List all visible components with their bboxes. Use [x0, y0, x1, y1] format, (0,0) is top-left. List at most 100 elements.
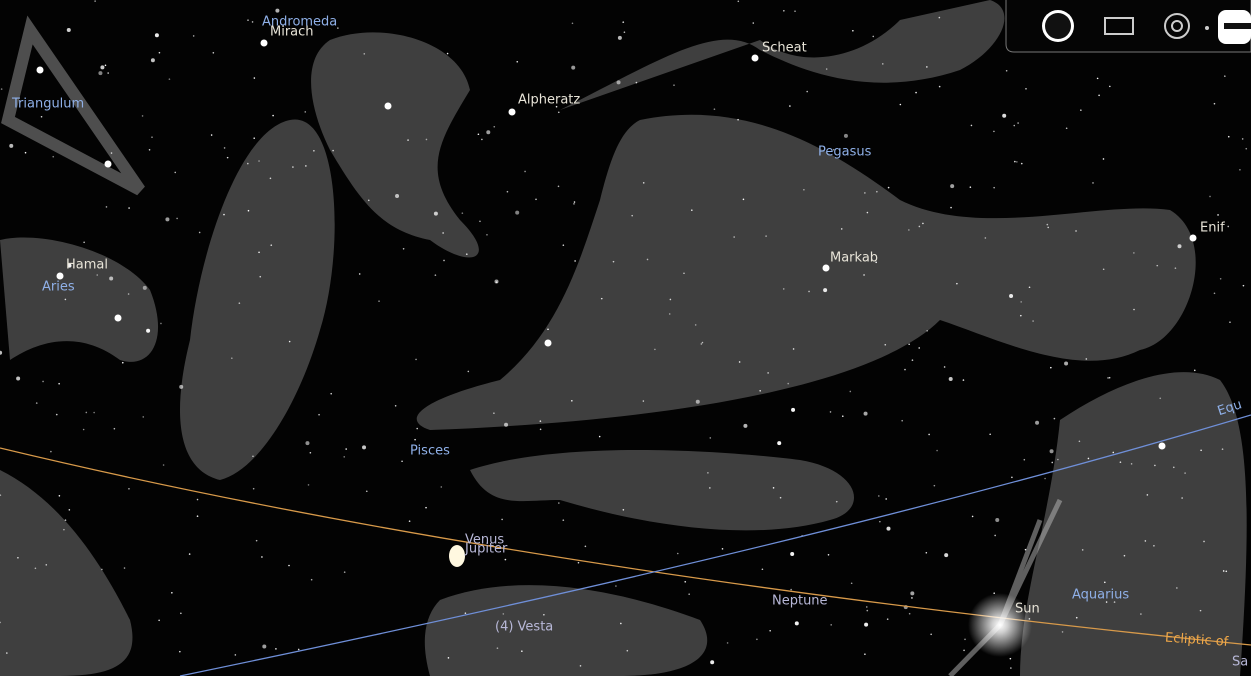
- star: [928, 434, 930, 436]
- star: [1024, 459, 1026, 461]
- star: [443, 260, 445, 262]
- star: [462, 212, 464, 214]
- star: [563, 244, 565, 246]
- star: [165, 217, 169, 221]
- star: [426, 139, 428, 141]
- star: [1229, 321, 1231, 323]
- star: [52, 156, 54, 158]
- star: [1013, 125, 1015, 127]
- star: [368, 200, 370, 202]
- star: [1014, 161, 1016, 163]
- star: [803, 189, 805, 191]
- star: [305, 165, 307, 167]
- star: [1021, 163, 1023, 165]
- star: [239, 302, 241, 304]
- star: [106, 206, 108, 208]
- star: [83, 429, 85, 431]
- star: [793, 348, 795, 350]
- star: [17, 557, 19, 559]
- star: [795, 621, 799, 625]
- star: [409, 520, 411, 522]
- star: [1243, 285, 1245, 287]
- star: [366, 490, 368, 492]
- star: [442, 232, 444, 234]
- star: [231, 357, 233, 359]
- star: [1002, 114, 1006, 118]
- star: [1082, 549, 1084, 551]
- star: [908, 229, 910, 231]
- star: [50, 451, 52, 453]
- star: [96, 274, 98, 276]
- star: [1140, 613, 1142, 615]
- star: [6, 652, 8, 654]
- star: [304, 111, 306, 113]
- star: [479, 220, 481, 222]
- star: [926, 66, 928, 68]
- star: [330, 393, 332, 395]
- star: [1154, 465, 1156, 467]
- star: [908, 343, 910, 345]
- star: [926, 552, 928, 554]
- star: [252, 21, 254, 23]
- star: [572, 22, 574, 24]
- star: [623, 509, 625, 511]
- star: [262, 645, 266, 649]
- star: [224, 147, 226, 149]
- star: [211, 134, 213, 136]
- star: [540, 429, 542, 431]
- star: [261, 556, 263, 558]
- star: [275, 9, 279, 13]
- star: [197, 515, 199, 517]
- star: [936, 450, 938, 452]
- star: [1203, 541, 1205, 543]
- bright-star: [37, 67, 44, 74]
- star: [345, 448, 347, 450]
- star: [1006, 70, 1008, 72]
- star: [86, 412, 88, 414]
- star: [344, 571, 346, 573]
- star: [535, 199, 537, 201]
- sky-view[interactable]: AndromedaTriangulumPegasusAriesPiscesAqu…: [0, 0, 1251, 676]
- star: [558, 186, 560, 188]
- star: [767, 372, 769, 374]
- star: [1051, 462, 1053, 464]
- star: [826, 68, 828, 70]
- star: [864, 653, 866, 655]
- planet-label: Sa: [1232, 655, 1248, 670]
- star: [98, 71, 102, 75]
- star: [63, 529, 65, 531]
- star: [930, 633, 932, 635]
- star: [562, 519, 564, 521]
- star: [1223, 570, 1225, 572]
- star: [318, 414, 320, 416]
- star: [787, 383, 789, 385]
- star: [670, 299, 672, 301]
- star: [688, 593, 690, 595]
- star: [1075, 230, 1077, 232]
- star: [702, 342, 704, 344]
- star: [613, 261, 615, 263]
- star: [516, 61, 518, 63]
- star: [1181, 497, 1183, 499]
- star: [654, 349, 656, 351]
- star: [425, 507, 427, 509]
- star: [1109, 86, 1111, 88]
- star: [866, 610, 868, 612]
- star: [105, 64, 107, 66]
- star: [465, 612, 467, 614]
- star: [35, 567, 37, 569]
- star: [841, 228, 843, 230]
- bright-star: [752, 55, 759, 62]
- star: [93, 412, 95, 414]
- star: [794, 10, 796, 12]
- star: [864, 623, 868, 627]
- star: [836, 501, 838, 503]
- bright-star: [57, 273, 64, 280]
- star: [624, 31, 626, 33]
- star: [885, 498, 887, 500]
- star: [515, 211, 519, 215]
- star: [777, 441, 781, 445]
- star: [1222, 448, 1224, 450]
- constellation-label: Aquarius: [1072, 588, 1129, 603]
- star: [789, 105, 791, 107]
